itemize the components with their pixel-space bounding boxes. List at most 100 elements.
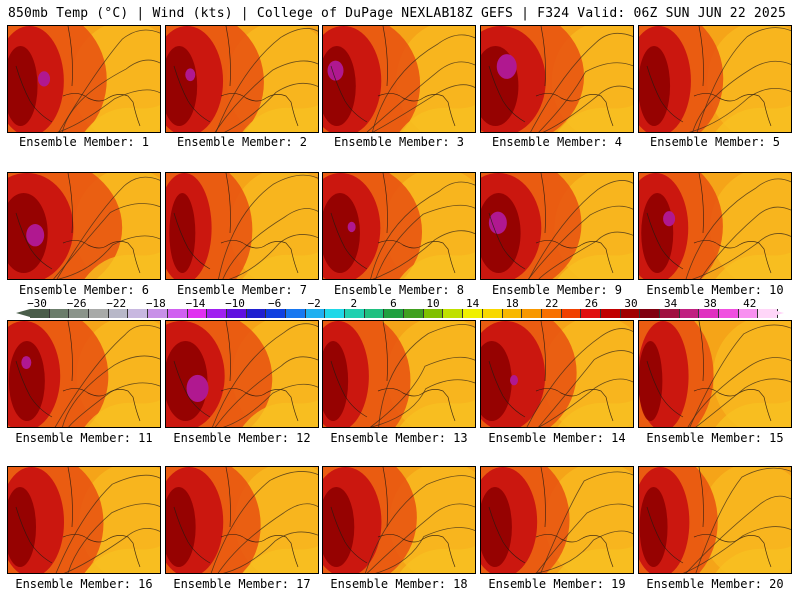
colorbar-swatch — [463, 309, 483, 318]
colorbar-swatch — [561, 309, 582, 318]
temperature-field-map — [323, 173, 475, 279]
temperature-field-map — [166, 173, 318, 279]
height-contour — [54, 324, 160, 427]
ensemble-map-panel — [165, 466, 319, 574]
colorbar-swatch — [325, 309, 345, 318]
coastline-borders — [488, 26, 614, 127]
ensemble-map-panel — [322, 25, 476, 133]
colorbar-tick-label: 2 — [350, 297, 358, 310]
coastline-borders — [330, 173, 456, 274]
extreme-hot-field — [166, 46, 198, 126]
temperature-field-map — [323, 467, 475, 573]
ensemble-map-panel — [7, 466, 161, 574]
colorbar-swatch — [246, 309, 267, 318]
height-contour — [62, 355, 160, 427]
temperature-field-map — [323, 321, 475, 427]
gulf-field — [557, 546, 633, 573]
colorbar-swatch — [660, 309, 680, 318]
ensemble-map-panel — [638, 172, 792, 280]
coastline-borders — [15, 467, 141, 568]
height-contour — [215, 28, 318, 132]
cooler-east-field — [707, 26, 791, 132]
record-heat-field — [510, 374, 519, 386]
ensemble-map-panel — [7, 172, 161, 280]
colorbar-swatch — [443, 309, 464, 318]
temperature-field-map — [639, 321, 791, 427]
ensemble-map-panel — [165, 172, 319, 280]
extreme-hot-field — [641, 193, 674, 273]
temperature-field-map — [639, 26, 791, 132]
height-contour — [214, 60, 318, 132]
ensemble-member-label: Ensemble Member: 4 — [491, 135, 623, 149]
extreme-hot-field — [323, 193, 360, 273]
coastline-borders — [173, 467, 299, 568]
ensemble-member-label: Ensemble Member: 15 — [646, 431, 784, 445]
record-heat-field — [488, 211, 507, 235]
model-valid-time: 18Z GEFS | F324 Valid: 06Z SUN JUN 22 20… — [448, 6, 786, 21]
temperature-field-map — [8, 173, 160, 279]
height-contour — [369, 379, 475, 427]
coastline-borders — [488, 173, 614, 274]
temperature-field-map — [166, 321, 318, 427]
colorbar-swatch — [640, 309, 660, 318]
height-contour — [538, 378, 633, 427]
height-contour — [695, 467, 791, 573]
temperature-field-map — [323, 26, 475, 132]
height-contour — [692, 60, 791, 132]
gulf-field — [399, 252, 475, 279]
height-contour — [218, 174, 318, 279]
height-contour — [688, 87, 791, 132]
colorbar-tick-label: −14 — [185, 297, 206, 310]
height-contour — [366, 503, 475, 573]
cooler-east-field — [544, 467, 633, 573]
height-contour — [222, 531, 318, 573]
height-contour — [224, 82, 318, 132]
gulf-field — [84, 546, 160, 573]
ensemble-map-panel — [480, 320, 634, 428]
coastline-borders — [646, 26, 772, 127]
colorbar-swatch — [187, 309, 208, 318]
ensemble-member-label: Ensemble Member: 5 — [649, 135, 781, 149]
gulf-field — [715, 546, 791, 573]
ensemble-map-panel — [322, 320, 476, 428]
extreme-hot-field — [8, 487, 37, 567]
record-heat-field — [185, 68, 196, 82]
height-contour — [378, 324, 475, 427]
coastline-borders — [15, 173, 141, 274]
gulf-field — [242, 252, 318, 279]
record-heat-field — [347, 221, 356, 233]
extreme-hot-field — [323, 341, 349, 421]
colorbar-swatch — [581, 309, 601, 318]
temperature-field-map — [481, 321, 633, 427]
height-contour — [364, 475, 475, 573]
colorbar-tick-label: 26 — [584, 297, 599, 310]
record-heat-field — [186, 374, 209, 403]
temperature-field-map — [166, 467, 318, 573]
colorbar-tick-label: −2 — [307, 297, 321, 310]
coastline-borders — [488, 321, 614, 422]
height-contour — [528, 205, 633, 279]
colorbar-swatch — [30, 309, 50, 318]
height-contour — [534, 530, 633, 573]
record-heat-field — [663, 211, 676, 227]
colorbar-tick-label: −26 — [66, 297, 87, 310]
height-contour — [682, 526, 791, 573]
colorbar-swatch — [207, 309, 227, 318]
height-contour — [685, 178, 791, 279]
extreme-hot-field — [639, 341, 663, 421]
ensemble-member-label: Ensemble Member: 17 — [173, 577, 311, 591]
height-contour — [526, 328, 633, 427]
gulf-field — [84, 105, 160, 132]
ensemble-member-label: Ensemble Member: 3 — [333, 135, 465, 149]
ensemble-member-label: Ensemble Member: 1 — [18, 135, 150, 149]
height-contour — [210, 471, 318, 573]
height-contour — [528, 180, 633, 279]
colorbar-swatch — [69, 309, 90, 318]
colorbar-swatch — [423, 309, 444, 318]
height-contour — [67, 503, 160, 573]
coastline-borders — [646, 173, 772, 274]
height-contour — [369, 356, 475, 427]
colorbar-swatch — [226, 309, 247, 318]
extreme-hot-field — [8, 341, 45, 421]
ensemble-map-panel — [480, 25, 634, 133]
